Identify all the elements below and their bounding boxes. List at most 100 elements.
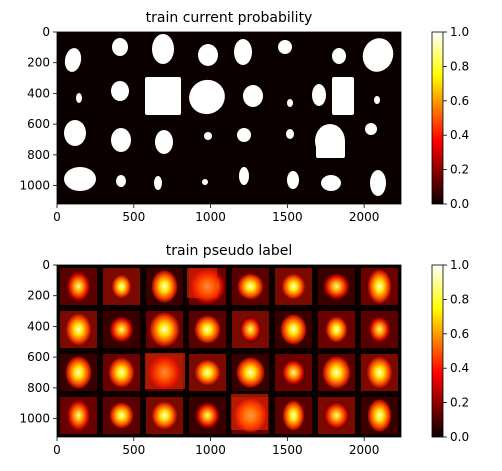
x-tick-label: 1000 bbox=[195, 210, 226, 224]
mask-blob bbox=[286, 129, 294, 139]
mask-blob bbox=[198, 44, 218, 66]
y-tick-label: 400 bbox=[27, 86, 50, 100]
pseudo-label-blob bbox=[151, 401, 178, 430]
y-tick-label: 0 bbox=[42, 258, 50, 272]
pseudo-label-blob bbox=[65, 313, 92, 346]
colorbar-2 bbox=[431, 264, 444, 438]
colorbar-tick-label: 0.2 bbox=[450, 396, 469, 410]
pseudo-label-blob bbox=[151, 270, 178, 303]
pseudo-label-blob bbox=[367, 269, 392, 304]
mask-blob bbox=[287, 171, 299, 189]
colorbar-ticks-2: 0.0 0.2 0.4 0.6 0.8 1.0 bbox=[443, 258, 469, 444]
pseudo-label-blob bbox=[325, 316, 348, 343]
axes-ticks-2: 0 500 1000 1500 2000 0 200 400 600 800 1000 bbox=[19, 258, 379, 457]
axes-frame-1 bbox=[56, 31, 402, 205]
pseudo-label-blob bbox=[236, 357, 265, 388]
mask-blob bbox=[321, 175, 341, 191]
axes-ticks-1: 0 500 1000 1500 2000 0 200 400 600 800 1000 bbox=[19, 25, 379, 224]
probability-mask bbox=[64, 34, 394, 196]
pseudo-label-blob bbox=[281, 273, 306, 300]
y-tick-label: 200 bbox=[27, 289, 50, 303]
pseudo-label-blob bbox=[282, 400, 305, 431]
pseudo-label-blob bbox=[280, 314, 307, 345]
pseudo-label-region bbox=[231, 394, 268, 430]
mask-blob bbox=[154, 176, 162, 190]
mask-blob bbox=[111, 81, 129, 101]
pseudo-label-blob bbox=[66, 271, 91, 302]
colorbar-tick-label: 0.0 bbox=[450, 197, 469, 211]
y-tick-label: 0 bbox=[42, 25, 50, 39]
colorbar-1 bbox=[431, 31, 444, 205]
pseudo-label-blob bbox=[281, 359, 306, 386]
mask-blob bbox=[204, 132, 212, 140]
colorbar-tick-label: 0.6 bbox=[450, 94, 469, 108]
pseudo-label-blob bbox=[66, 399, 91, 432]
pseudo-label-blob bbox=[194, 315, 221, 344]
mask-blob bbox=[76, 93, 82, 103]
colorbar-tick-label: 0.8 bbox=[450, 292, 469, 306]
y-tick-label: 400 bbox=[27, 319, 50, 333]
mask-blob bbox=[239, 167, 249, 185]
pseudo-label-blob bbox=[195, 402, 220, 429]
pseudo-label-map bbox=[60, 268, 398, 434]
plot-area-1 bbox=[57, 32, 401, 204]
mask-blob bbox=[189, 79, 225, 115]
x-tick-label: 0 bbox=[53, 210, 61, 224]
pseudo-label-blob bbox=[108, 357, 135, 388]
pseudo-label-blob bbox=[323, 273, 350, 300]
x-tick-label: 500 bbox=[122, 443, 145, 457]
pseudo-label-region bbox=[187, 268, 217, 298]
mask-blob bbox=[332, 48, 346, 64]
y-tick-label: 600 bbox=[27, 350, 50, 364]
pseudo-label-blob bbox=[322, 356, 351, 389]
mask-blob bbox=[202, 179, 208, 185]
mask-blob bbox=[116, 175, 126, 187]
x-tick-label: 2000 bbox=[349, 443, 380, 457]
mask-blob bbox=[362, 38, 394, 72]
mask-blob bbox=[155, 130, 173, 154]
mask-blob bbox=[234, 39, 252, 65]
pseudo-label-blob bbox=[109, 316, 134, 343]
mask-blob bbox=[145, 77, 181, 115]
colorbar-ticks-1: 0.0 0.2 0.4 0.6 0.8 1.0 bbox=[443, 25, 469, 211]
pseudo-label-blob bbox=[194, 359, 221, 386]
pseudo-label-region bbox=[145, 353, 185, 389]
colorbar-tick-label: 0.4 bbox=[450, 361, 469, 375]
mask-blob bbox=[111, 128, 131, 152]
y-tick-label: 1000 bbox=[19, 179, 50, 193]
pseudo-label-blob bbox=[149, 312, 180, 347]
mask-blob bbox=[64, 120, 86, 146]
colorbar-tick-label: 0.4 bbox=[450, 128, 469, 142]
pseudo-label-blob bbox=[109, 402, 134, 429]
x-tick-label: 2000 bbox=[349, 210, 380, 224]
colorbar-tick-label: 0.8 bbox=[450, 59, 469, 73]
mask-blob bbox=[243, 85, 263, 107]
pseudo-label-blob bbox=[65, 356, 92, 389]
pseudo-label-blob bbox=[366, 356, 393, 389]
mask-blob bbox=[64, 167, 96, 191]
x-tick-label: 1000 bbox=[195, 443, 226, 457]
colorbar-tick-label: 0.6 bbox=[450, 327, 469, 341]
pseudo-label-blob bbox=[237, 273, 264, 300]
pseudo-label-blob bbox=[323, 401, 350, 430]
colorbar-tick-label: 0.0 bbox=[450, 430, 469, 444]
mask-blob bbox=[152, 34, 174, 64]
y-tick-label: 600 bbox=[27, 117, 50, 131]
colorbar-tick-label: 1.0 bbox=[450, 258, 469, 272]
pseudo-label-blob bbox=[111, 274, 132, 299]
x-tick-label: 0 bbox=[53, 443, 61, 457]
mask-blob bbox=[64, 48, 82, 72]
mask-blob bbox=[370, 170, 386, 196]
y-tick-label: 800 bbox=[27, 148, 50, 162]
axes-frame-2 bbox=[56, 264, 402, 438]
mask-blob bbox=[316, 140, 345, 158]
colorbar-tick-label: 0.2 bbox=[450, 163, 469, 177]
x-tick-label: 1500 bbox=[272, 443, 303, 457]
mask-blob bbox=[278, 40, 292, 54]
chart-title-2: train pseudo label bbox=[166, 243, 292, 259]
pseudo-label-blob bbox=[239, 316, 262, 343]
pseudo-label-blob bbox=[367, 399, 392, 432]
x-tick-label: 1500 bbox=[272, 210, 303, 224]
pseudo-label-blob bbox=[368, 316, 391, 343]
